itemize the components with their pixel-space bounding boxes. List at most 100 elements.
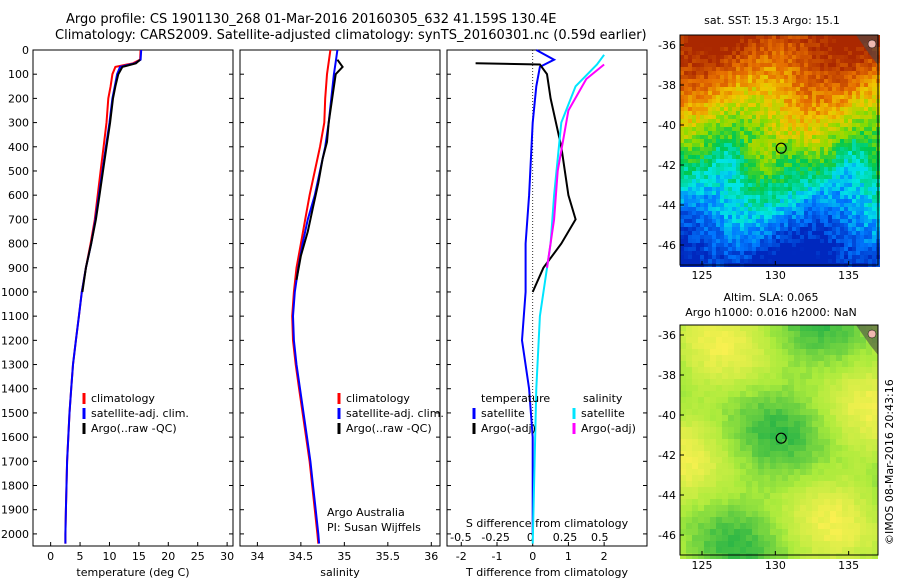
map-cell [712,47,716,51]
map-cell [704,517,710,523]
map-cell [788,115,792,119]
map-cell [806,409,812,415]
map-cell [722,487,728,493]
map-cell [848,361,854,367]
map-cell [836,541,842,547]
map-cell [752,115,756,119]
map-cell [860,451,866,457]
map-cell [842,487,848,493]
map-cell [832,143,836,147]
map-cell [784,143,788,147]
map-cell [740,51,744,55]
map-cell [800,415,806,421]
map-cell [684,179,688,183]
map-cell [760,47,764,51]
map-cell [728,259,732,263]
map-cell [808,131,812,135]
map-cell [688,51,692,55]
map-cell [740,123,744,127]
map-cell [728,203,732,207]
map-cell [744,211,748,215]
map-cell [848,67,852,71]
map-cell [700,139,704,143]
map-cell [680,553,686,559]
map-cell [688,111,692,115]
map-cell [872,243,876,247]
map-cell [776,115,780,119]
map-cell [788,463,794,469]
map-cell [794,487,800,493]
map-cell [744,111,748,115]
map-cell [752,547,758,553]
map-cell [768,127,772,131]
map-cell [776,247,780,251]
map-cell [794,469,800,475]
map-cell [768,151,772,155]
map-cell [744,115,748,119]
map-cell [680,183,684,187]
map-cell [720,207,724,211]
map-cell [792,107,796,111]
map-cell [776,199,780,203]
map-cell [800,91,804,95]
map-cell [700,143,704,147]
map-cell [736,123,740,127]
map-cell [708,47,712,51]
map-cell [854,523,860,529]
map-cell [692,179,696,183]
map-cell [776,123,780,127]
map-cell [728,103,732,107]
map-cell [848,391,854,397]
map-cell [740,39,744,43]
map-cell [864,123,868,127]
map-cell [842,535,848,541]
map-cell [860,171,864,175]
map-cell [704,397,710,403]
top-tick-label: -0.5 [450,531,471,544]
map-cell [788,325,794,331]
map-cell [680,547,686,553]
map-cell [872,523,878,529]
map-cell [848,147,852,151]
map-cell [864,131,868,135]
map-cell [734,481,740,487]
map-cell [736,211,740,215]
map-cell [692,231,696,235]
map-island-1 [867,39,877,49]
map-cell [872,409,878,415]
map-cell [828,171,832,175]
map-cell [708,251,712,255]
map-cell [704,183,708,187]
map-cell [736,63,740,67]
map-cell [692,227,696,231]
map-cell [784,59,788,63]
map-cell [732,175,736,179]
map-cell [872,83,876,87]
map-cell [764,159,768,163]
map-cell [716,223,720,227]
map-cell [712,123,716,127]
map-cell [734,379,740,385]
map-cell [770,547,776,553]
map-cell [818,517,824,523]
map-cell [764,517,770,523]
map-cell [800,409,806,415]
map-cell [686,385,692,391]
map-cell [848,171,852,175]
map-cell [708,159,712,163]
map-cell [736,191,740,195]
map-cell [816,51,820,55]
map-cell [828,107,832,111]
map-cell [804,151,808,155]
map-cell [688,187,692,191]
map-cell [852,247,856,251]
map-cell [758,553,764,559]
map-cell [744,35,748,39]
map-cell [824,349,830,355]
map-cell [824,203,828,207]
map-cell [800,39,804,43]
map-cell [872,163,876,167]
map-cell [688,199,692,203]
map-cell [848,337,854,343]
map-cell [794,457,800,463]
